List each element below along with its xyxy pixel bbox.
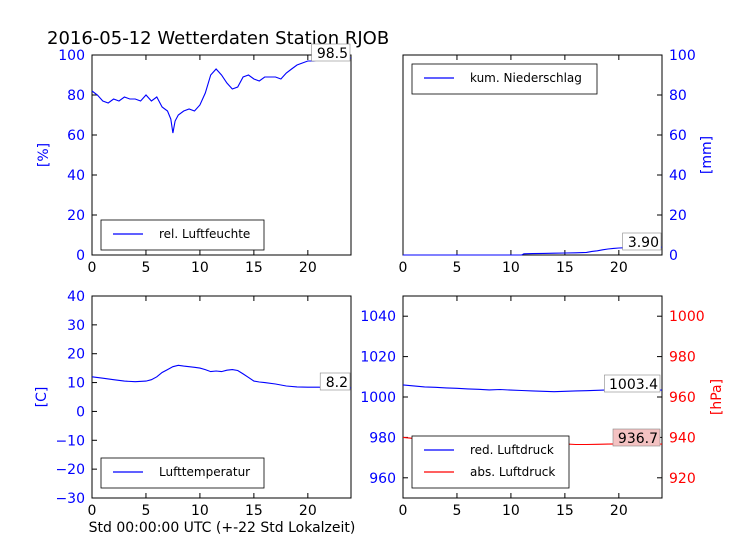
y-tick-label-2: 0 [669, 248, 678, 264]
x-tick-label-3: 10 [191, 503, 209, 519]
y-tick-label-4: 980 [369, 430, 396, 446]
y-tick-label-4: 1020 [360, 350, 396, 366]
x-tick-label-2: 5 [452, 260, 461, 276]
y-axis-label-3: [C] [34, 387, 50, 408]
y-axis-label-4: [hPa] [709, 379, 725, 415]
x-tick-label-2: 10 [502, 260, 520, 276]
x-tick-label-3: 15 [245, 503, 263, 519]
y-tick-label-4: 940 [669, 430, 696, 446]
x-tick-label-3: 5 [141, 503, 150, 519]
y-tick-label-2: 80 [669, 88, 687, 104]
figure-title: 2016-05-12 Wetterdaten Station RJOB [47, 28, 389, 49]
plot-frame-2 [402, 54, 663, 256]
value-annotation-2: 3.90 [628, 235, 659, 251]
series-line-lufttemperatur [91, 364, 351, 389]
y-tick-label-1: 40 [67, 168, 85, 184]
x-tick-label-2: 15 [556, 260, 574, 276]
value-annotation-box-2 [622, 232, 662, 251]
y-tick-label-4: 1000 [669, 309, 705, 325]
y-tick-label-4: 1040 [360, 309, 396, 325]
legend-label-2: kum. Niederschlag [470, 71, 582, 85]
x-tick-label-3: 20 [299, 503, 317, 519]
y-tick-label-4: 960 [369, 471, 396, 487]
y-tick-label-3: −30 [55, 491, 85, 507]
y-tick-label-4: 1000 [360, 390, 396, 406]
value-annotation-4: 1003.4 [609, 377, 658, 393]
y-tick-label-1: 100 [58, 48, 85, 64]
y-axis-label-2: [mm] [699, 136, 715, 174]
y-tick-label-2: 60 [669, 128, 687, 144]
y-tick-label-1: 80 [67, 88, 85, 104]
value-annotation-box-1 [311, 43, 351, 62]
x-tick-label-4: 5 [452, 503, 461, 519]
y-tick-label-4: 920 [669, 471, 696, 487]
x-tick-label-4: 15 [556, 503, 574, 519]
y-tick-label-1: 20 [67, 208, 85, 224]
y-tick-label-4: 960 [669, 390, 696, 406]
x-tick-label-1: 10 [191, 260, 209, 276]
x-tick-label-1: 5 [141, 260, 150, 276]
y-tick-label-1: 0 [76, 248, 85, 264]
x-tick-label-2: 0 [399, 260, 408, 276]
y-tick-label-4: 980 [669, 350, 696, 366]
y-tick-label-3: 40 [67, 289, 85, 305]
x-tick-label-2: 20 [610, 260, 628, 276]
x-tick-label-1: 0 [88, 260, 97, 276]
x-tick-label-4: 20 [610, 503, 628, 519]
y-tick-label-2: 40 [669, 168, 687, 184]
x-tick-label-4: 0 [399, 503, 408, 519]
y-tick-label-2: 20 [669, 208, 687, 224]
y-tick-label-2: 100 [669, 48, 696, 64]
y-tick-label-3: 10 [67, 376, 85, 392]
legend-label-3: Lufttemperatur [159, 465, 250, 479]
legend-box-2 [411, 63, 598, 95]
y-tick-label-3: 30 [67, 318, 85, 334]
x-tick-label-1: 15 [245, 260, 263, 276]
value-annotation-box-5 [612, 428, 661, 447]
y-tick-label-3: −10 [55, 433, 85, 449]
series-line-rel-luftfeuchte [91, 57, 352, 134]
value-annotation-box-4 [604, 374, 661, 393]
legend-label-4: abs. Luftdruck [470, 465, 555, 479]
legend-label-1: rel. Luftfeuchte [159, 227, 250, 241]
y-axis-label-1: [%] [36, 143, 52, 167]
value-annotation-5: 936.7 [618, 431, 658, 447]
legend-label-4: red. Luftdruck [470, 443, 554, 457]
value-annotation-3: 8.2 [326, 375, 348, 391]
value-annotation-1: 98.5 [317, 46, 348, 62]
x-tick-label-4: 10 [502, 503, 520, 519]
y-tick-label-3: 0 [76, 404, 85, 420]
plot-frame-1 [91, 54, 352, 256]
x-tick-label-3: 0 [88, 503, 97, 519]
x-tick-label-1: 20 [299, 260, 317, 276]
plot-frame-3 [91, 295, 352, 499]
y-tick-label-3: −20 [55, 462, 85, 478]
shared-x-axis-label: Std 00:00:00 UTC (+-22 Std Lokalzeit) [89, 520, 356, 536]
y-tick-label-3: 20 [67, 347, 85, 363]
legend-box-1 [100, 219, 265, 251]
legend-box-4 [411, 435, 570, 489]
legend-box-3 [100, 457, 265, 489]
value-annotation-box-3 [319, 372, 351, 391]
y-tick-label-1: 60 [67, 128, 85, 144]
